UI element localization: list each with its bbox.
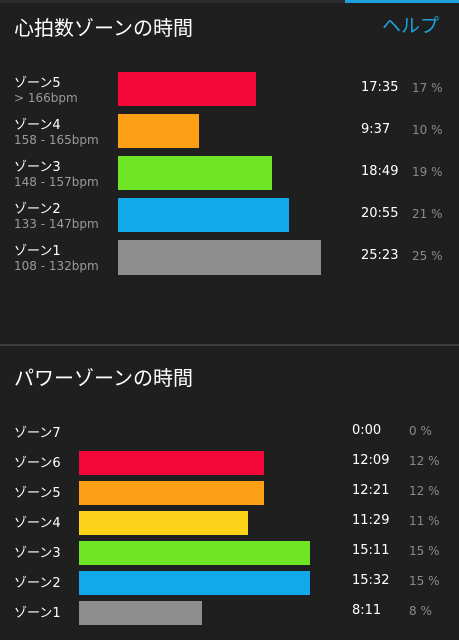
zone-percent: 12 % — [409, 484, 440, 498]
zone-name: ゾーン5 — [14, 486, 61, 501]
top-progress-strip — [0, 0, 459, 3]
zone-percent: 10 % — [412, 123, 443, 137]
zone-time: 0:00 — [352, 423, 382, 438]
zone-bpm-range: 133 - 147bpm — [14, 217, 99, 231]
zone-name: ゾーン1 — [14, 244, 61, 259]
zone-name: ゾーン4 — [14, 118, 61, 133]
zone-bpm-range: 158 - 165bpm — [14, 133, 99, 147]
help-link[interactable]: ヘルプ — [381, 15, 439, 37]
zone-time-bar — [79, 451, 264, 475]
active-tab-indicator — [345, 0, 459, 3]
zone-time: 12:09 — [352, 453, 390, 468]
zone-percent: 15 % — [409, 544, 440, 558]
zone-time-bar — [118, 114, 199, 148]
zone-time: 8:11 — [352, 603, 382, 618]
zone-name: ゾーン3 — [14, 160, 61, 175]
zone-time: 9:37 — [361, 122, 391, 137]
zone-time-bar — [79, 511, 248, 535]
zone-time-bar — [79, 541, 310, 565]
zone-time: 15:32 — [352, 573, 390, 588]
zone-percent: 17 % — [412, 81, 443, 95]
zone-time-bar — [79, 481, 264, 505]
zone-percent: 19 % — [412, 165, 443, 179]
zone-time-bar — [79, 601, 202, 625]
zone-time: 12:21 — [352, 483, 390, 498]
heart-rate-section-title: 心拍数ゾーンの時間 — [14, 16, 193, 40]
zone-time: 20:55 — [361, 206, 399, 221]
zone-time: 15:11 — [352, 543, 390, 558]
zone-bpm-range: 148 - 157bpm — [14, 175, 99, 189]
zone-name: ゾーン1 — [14, 606, 61, 621]
zone-percent: 21 % — [412, 207, 443, 221]
zone-bpm-range: > 166bpm — [14, 91, 78, 105]
zone-percent: 12 % — [409, 454, 440, 468]
zone-name: ゾーン2 — [14, 576, 61, 591]
zone-time-bar — [118, 240, 321, 275]
zone-name: ゾーン4 — [14, 516, 61, 531]
zone-percent: 0 % — [409, 424, 432, 438]
zone-time: 18:49 — [361, 164, 399, 179]
zone-time: 17:35 — [361, 80, 399, 95]
zone-name: ゾーン3 — [14, 546, 61, 561]
zone-time-bar — [118, 72, 256, 106]
power-section-title: パワーゾーンの時間 — [14, 366, 193, 390]
zone-time-bar — [79, 571, 310, 595]
zone-bpm-range: 108 - 132bpm — [14, 259, 99, 273]
zone-time-bar — [118, 156, 272, 190]
zone-percent: 11 % — [409, 514, 440, 528]
zone-name: ゾーン6 — [14, 456, 61, 471]
zone-name: ゾーン7 — [14, 426, 61, 441]
zone-percent: 8 % — [409, 604, 432, 618]
zone-time-bar — [118, 198, 289, 232]
zone-time: 11:29 — [352, 513, 390, 528]
zone-name: ゾーン5 — [14, 76, 61, 91]
zone-percent: 15 % — [409, 574, 440, 588]
section-divider — [0, 344, 459, 346]
zone-percent: 25 % — [412, 249, 443, 263]
zone-time: 25:23 — [361, 248, 399, 263]
zone-name: ゾーン2 — [14, 202, 61, 217]
